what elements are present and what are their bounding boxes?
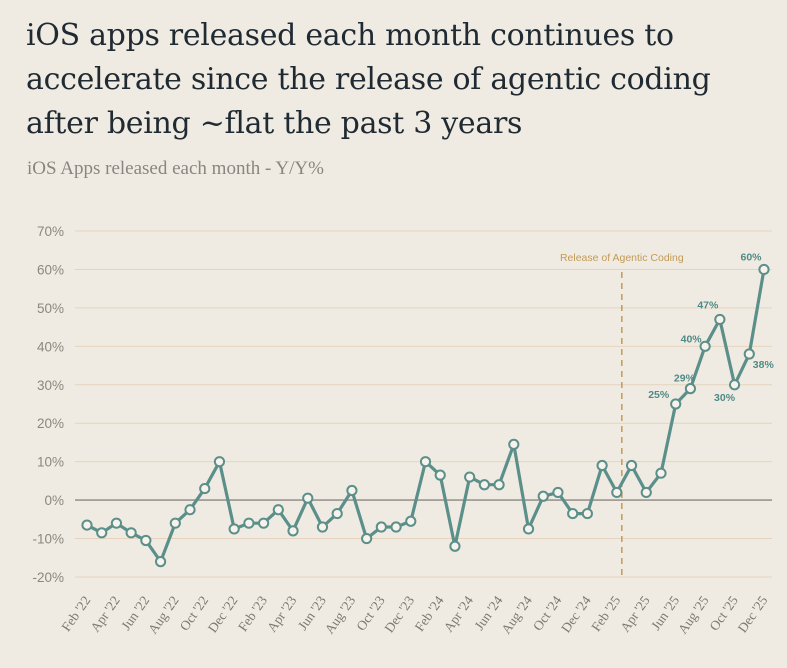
x-tick-label: Aug '24: [498, 593, 535, 637]
data-point: [125, 527, 137, 539]
y-tick-label: 50%: [37, 301, 64, 316]
data-point: [728, 379, 741, 391]
x-tick-label: Feb '22: [58, 593, 93, 634]
x-tick-label: Dec '25: [735, 593, 771, 635]
data-point: [670, 398, 682, 410]
y-tick-label: 0%: [44, 493, 64, 508]
data-point: [110, 517, 123, 529]
data-label: 30%: [714, 392, 736, 404]
data-point: [758, 263, 770, 276]
data-point: [346, 484, 358, 497]
data-point: [81, 519, 93, 531]
data-point: [714, 313, 726, 326]
data-label: 25%: [648, 389, 670, 401]
data-point: [375, 521, 387, 533]
x-tick-label: Dec '23: [381, 593, 417, 635]
y-tick-label: 70%: [37, 224, 64, 239]
y-tick-label: 30%: [37, 378, 64, 393]
data-point: [361, 532, 373, 545]
data-point: [154, 556, 167, 568]
data-point: [169, 517, 181, 529]
data-point: [478, 479, 490, 491]
x-tick-label: Apr '24: [441, 593, 477, 635]
data-point: [611, 486, 623, 499]
data-label: 47%: [697, 299, 719, 311]
data-point: [537, 490, 549, 502]
y-tick-label: -20%: [32, 570, 64, 585]
data-label: 40%: [681, 333, 703, 345]
data-point: [655, 467, 667, 479]
data-point: [684, 383, 697, 395]
data-point: [331, 507, 343, 520]
series-line: [85, 267, 766, 564]
data-point: [302, 492, 314, 504]
annotation-label: Release of Agentic Coding: [560, 252, 684, 264]
data-point: [405, 515, 417, 527]
data-point: [464, 471, 476, 483]
data-point: [640, 486, 652, 499]
data-point: [434, 469, 446, 481]
chart-title: iOS apps released each month continues t…: [26, 18, 711, 141]
x-tick-label: Apr '23: [264, 593, 300, 635]
y-tick-label: 10%: [37, 455, 64, 470]
chart-subtitle: iOS Apps released each month - Y/Y%: [27, 158, 324, 179]
x-tick-label: Aug '23: [322, 593, 359, 637]
data-point: [228, 523, 240, 535]
y-tick-label: 20%: [37, 416, 64, 431]
data-point: [213, 456, 226, 468]
data-point: [743, 348, 755, 360]
data-point: [258, 517, 270, 529]
data-point: [140, 534, 152, 547]
data-point: [699, 340, 711, 352]
data-point: [596, 459, 608, 472]
data-point: [243, 517, 255, 529]
x-tick-label: Dec '24: [558, 593, 594, 635]
data-point: [199, 482, 211, 495]
data-label: 29%: [674, 373, 696, 385]
data-point: [493, 479, 505, 491]
data-point: [581, 507, 593, 520]
x-tick-label: Aug '25: [675, 593, 712, 637]
data-point: [419, 456, 432, 468]
y-tick-label: 40%: [37, 339, 64, 354]
data-point: [287, 525, 299, 537]
data-point: [96, 527, 108, 539]
x-tick-label: Dec '22: [205, 593, 241, 635]
y-tick-label: -10%: [32, 532, 64, 547]
y-tick-label: 60%: [37, 262, 64, 277]
data-point: [508, 438, 520, 450]
data-point: [449, 540, 461, 552]
data-point: [316, 521, 329, 533]
data-point: [522, 523, 535, 535]
data-label: 38%: [753, 359, 775, 371]
x-tick-label: Aug '22: [145, 593, 182, 636]
data-point: [390, 521, 402, 533]
x-tick-label: Apr '25: [617, 593, 653, 635]
data-point: [184, 504, 196, 516]
data-point: [272, 504, 284, 516]
x-tick-label: Apr '22: [87, 593, 122, 635]
data-point: [567, 507, 579, 520]
data-point: [552, 486, 564, 499]
data-point: [625, 459, 638, 472]
data-label: 60%: [740, 251, 762, 263]
